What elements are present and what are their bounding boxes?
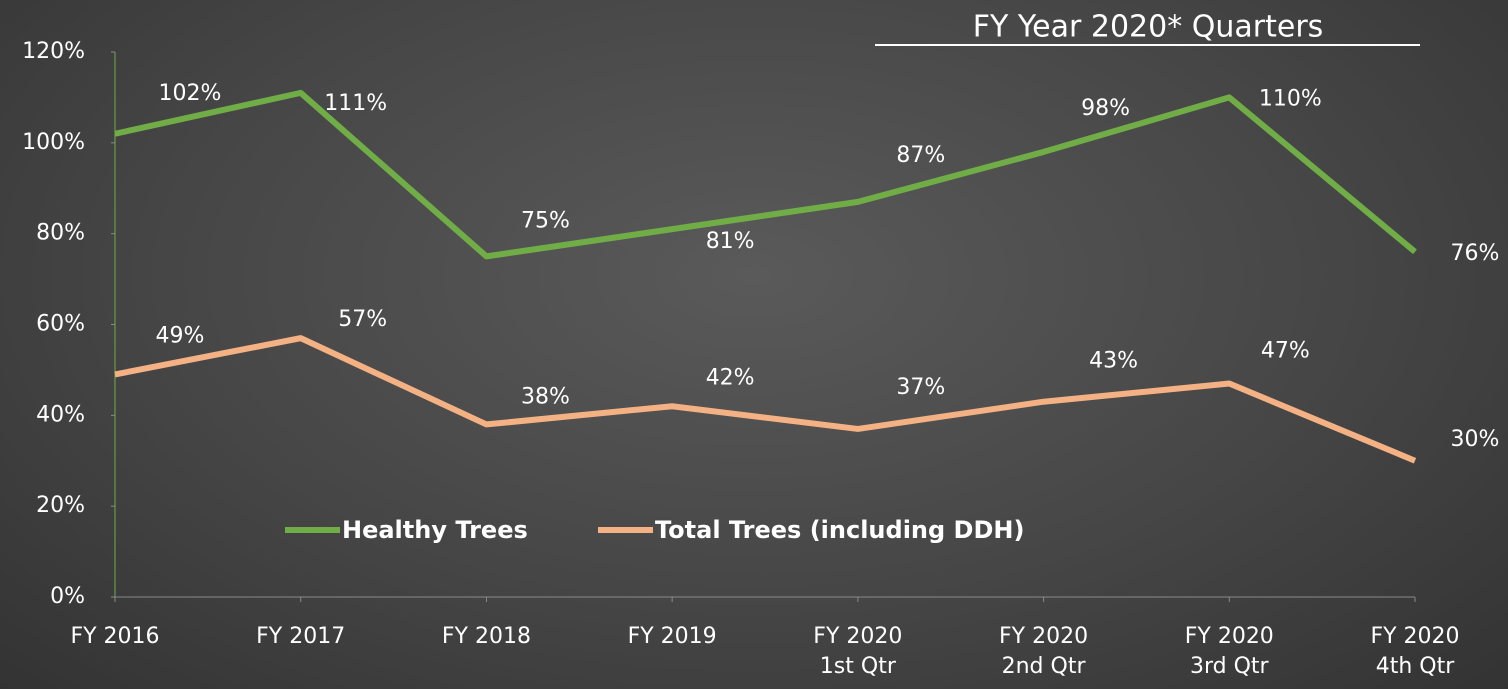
x-tick-label: FY 2020 1st Qtr xyxy=(813,624,903,679)
data-label: 76% xyxy=(1451,241,1500,266)
data-label: 111% xyxy=(324,91,387,116)
x-tick-label: FY 2018 xyxy=(441,624,531,649)
y-tick-label: 60% xyxy=(36,312,85,337)
series-line xyxy=(114,89,1417,260)
data-label: 75% xyxy=(521,208,570,233)
data-label: 47% xyxy=(1261,339,1310,364)
x-tick-label: FY 2020 4th Qtr xyxy=(1370,624,1460,679)
y-tick-label: 20% xyxy=(36,493,85,518)
y-tick-label: 80% xyxy=(36,221,85,246)
data-label: 81% xyxy=(706,229,755,254)
y-tick-label: 100% xyxy=(22,130,85,155)
data-label: 102% xyxy=(159,81,222,106)
legend-label: Total Trees (including DDH) xyxy=(655,516,1024,544)
series-line xyxy=(114,335,1417,464)
data-label: 37% xyxy=(896,375,945,400)
data-label: 49% xyxy=(156,323,205,348)
annotation: FY Year 2020* Quarters xyxy=(973,10,1324,45)
x-tick-label: FY 2020 2nd Qtr xyxy=(999,624,1089,679)
y-tick-label: 120% xyxy=(22,39,85,64)
data-label: 38% xyxy=(521,384,570,409)
x-tick-label: FY 2016 xyxy=(70,624,160,649)
y-tick-label: 40% xyxy=(36,402,85,427)
data-label: 42% xyxy=(706,365,755,390)
data-label: 98% xyxy=(1081,96,1130,121)
data-label: 57% xyxy=(338,307,387,332)
data-label: 30% xyxy=(1451,427,1500,452)
legend-label: Healthy Trees xyxy=(342,516,528,544)
x-tick-label: FY 2017 xyxy=(256,624,346,649)
y-tick-label: 0% xyxy=(50,584,85,609)
data-label: 87% xyxy=(896,143,945,168)
x-tick-label: FY 2019 xyxy=(627,624,717,649)
x-tick-label: FY 2020 3rd Qtr xyxy=(1184,624,1274,679)
data-label: 110% xyxy=(1259,86,1322,111)
data-label: 43% xyxy=(1089,349,1138,374)
